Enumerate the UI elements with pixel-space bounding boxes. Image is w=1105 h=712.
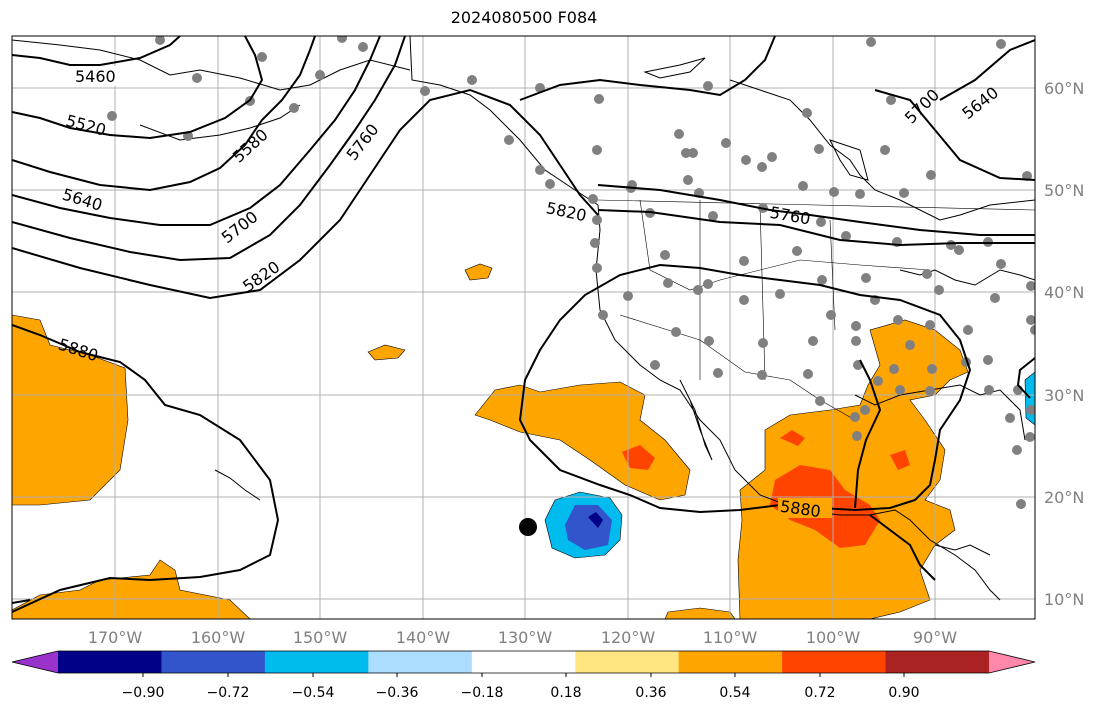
colorbar-segment <box>58 651 162 673</box>
lon-label-170w: 170°W <box>88 628 143 647</box>
colorbar-tick-label: −0.36 <box>376 685 419 701</box>
colorbar-segment <box>782 651 887 673</box>
colorbar-segment <box>885 651 990 673</box>
contour-label-5460: 5460 <box>75 67 116 86</box>
colorbar-segment <box>368 651 473 673</box>
colorbar-segments <box>11 650 1036 674</box>
lat-axis: 60°N 50°N 40°N 30°N 20°N 10°N <box>1044 79 1084 609</box>
negative-anomaly-pacific-core <box>588 512 603 528</box>
lat-label-10n: 10°N <box>1044 590 1084 609</box>
positive-anomaly-west <box>12 314 129 506</box>
anomaly-shading <box>12 263 1035 619</box>
negative-anomaly-east <box>1024 371 1035 426</box>
colorbar-tick-label: −0.54 <box>292 685 335 701</box>
positive-anomaly-south-west <box>12 559 251 619</box>
graticule <box>12 36 1035 619</box>
colorbar-tick-label: 0.18 <box>550 685 581 701</box>
positive-anomaly-small-2 <box>464 263 493 281</box>
colorbar-tick-label: 0.72 <box>804 685 835 701</box>
positive-anomaly-mexico-core-2 <box>780 430 805 446</box>
map-title: 2024080500 F084 <box>450 8 598 27</box>
lon-label-130w: 130°W <box>498 628 553 647</box>
lon-label-160w: 160°W <box>191 628 246 647</box>
colorbar-segment <box>264 651 369 673</box>
colorbar-segment <box>471 651 576 673</box>
lon-label-100w: 100°W <box>806 628 861 647</box>
positive-anomaly-gulf-core <box>890 450 910 470</box>
colorbar-outline <box>11 650 1036 674</box>
positive-anomaly-baja <box>474 381 691 501</box>
colorbar: −0.90 −0.72 −0.54 −0.36 −0.18 0.18 0.36 … <box>11 650 1036 701</box>
lat-label-50n: 50°N <box>1044 181 1084 200</box>
colorbar-tick-label: −0.90 <box>122 685 165 701</box>
lat-label-60n: 60°N <box>1044 79 1084 98</box>
colorbar-segment <box>678 651 783 673</box>
colorbar-segment <box>575 651 680 673</box>
contour-label-5700-east: 5700 <box>901 85 943 127</box>
lon-axis: 170°W 160°W 150°W 140°W 130°W 120°W 110°… <box>88 628 957 647</box>
lon-label-110w: 110°W <box>703 628 758 647</box>
contour-label-5640-east: 5640 <box>958 83 1002 123</box>
positive-anomaly-south <box>664 607 736 619</box>
contour-label-5520: 5520 <box>64 111 108 140</box>
colorbar-tick-label: −0.18 <box>461 685 504 701</box>
lon-label-140w: 140°W <box>396 628 451 647</box>
colorbar-segment <box>12 651 58 673</box>
colorbar-segment <box>161 651 266 673</box>
storm-center-marker <box>519 518 537 536</box>
station-dots <box>107 36 1035 509</box>
positive-anomaly-baja-core <box>622 445 655 470</box>
lon-label-150w: 150°W <box>293 628 348 647</box>
colorbar-segment <box>989 651 1035 673</box>
lon-label-90w: 90°W <box>913 628 957 647</box>
height-contours <box>12 36 1035 613</box>
colorbar-ticks <box>142 673 905 677</box>
positive-anomaly-small <box>367 344 406 361</box>
colorbar-tick-label: −0.72 <box>207 685 250 701</box>
lon-label-120w: 120°W <box>601 628 656 647</box>
lat-label-20n: 20°N <box>1044 488 1084 507</box>
coastlines <box>12 36 1035 601</box>
contour-label-5760: 5760 <box>343 120 383 164</box>
lat-label-30n: 30°N <box>1044 386 1084 405</box>
lat-label-40n: 40°N <box>1044 283 1084 302</box>
contour-label-5820-east: 5820 <box>544 198 588 225</box>
map-frame <box>11 35 1036 620</box>
negative-anomaly-pacific-mid <box>565 505 612 550</box>
map-area: 5460 5520 5580 5640 5700 5760 5820 5880 … <box>12 36 1035 619</box>
colorbar-tick-label: 0.36 <box>635 685 666 701</box>
borders <box>597 199 1035 421</box>
colorbar-tick-label: 0.90 <box>888 685 919 701</box>
colorbar-tick-label: 0.54 <box>719 685 750 701</box>
